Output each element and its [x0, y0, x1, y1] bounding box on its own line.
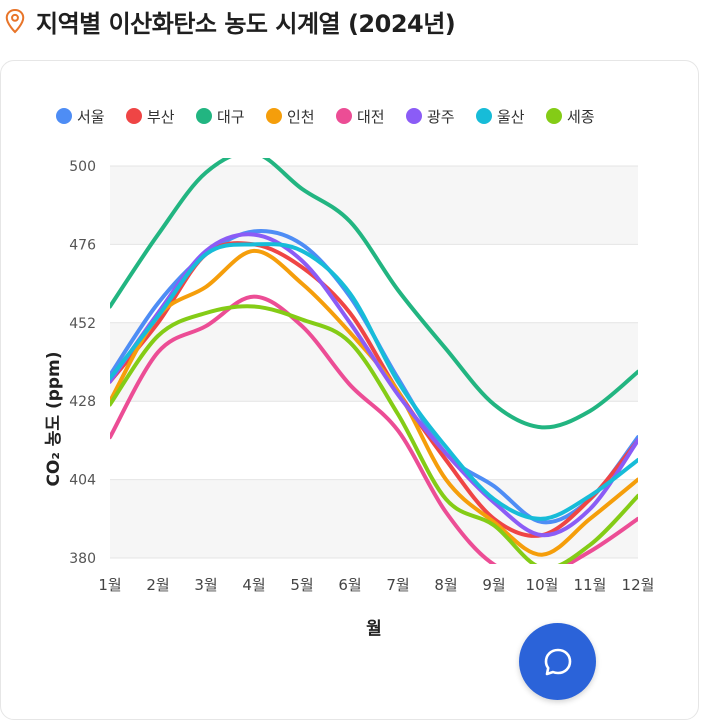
y-tick-label: 500	[69, 159, 96, 175]
legend-item[interactable]: 대전	[336, 108, 385, 126]
x-tick-label: 1월	[98, 576, 121, 594]
legend-label: 울산	[497, 108, 525, 126]
legend-label: 부산	[147, 108, 175, 126]
y-tick-label: 452	[69, 316, 96, 332]
x-tick-label: 3월	[194, 576, 217, 594]
x-tick-label: 10월	[526, 576, 559, 594]
legend-label: 광주	[427, 108, 455, 126]
legend-swatch	[546, 108, 562, 124]
legend-swatch	[266, 108, 282, 124]
y-tick-label: 380	[69, 551, 96, 567]
legend-item[interactable]: 세종	[546, 108, 595, 126]
x-tick-label: 4월	[242, 576, 265, 594]
x-tick-label: 7월	[386, 576, 409, 594]
chat-button[interactable]	[519, 623, 596, 700]
chart-card: 380 404 428 452 476 500 1월 2월 3월 4월 5월 6월 7월 8월 9월 10월…	[0, 60, 699, 720]
legend-item[interactable]: 대구	[196, 108, 245, 126]
legend-item[interactable]: 인천	[266, 108, 315, 126]
header: 지역별 이산화탄소 농도 시계열 (2024년)	[4, 4, 456, 38]
x-tick-label: 8월	[434, 576, 457, 594]
x-tick-label: 2월	[146, 576, 169, 594]
x-axis-label: 월	[366, 619, 382, 639]
location-pin-icon	[5, 8, 25, 34]
legend-item[interactable]: 울산	[476, 108, 525, 126]
legend-swatch	[56, 108, 72, 124]
series-line-대구[interactable]	[110, 152, 638, 430]
x-tick-label: 11월	[574, 576, 607, 594]
legend-label: 대전	[357, 108, 385, 126]
legend-item[interactable]: 부산	[126, 108, 175, 126]
legend-label: 세종	[567, 108, 595, 126]
x-tick-label: 12월	[622, 576, 655, 594]
y-axis-label: CO₂ 농도 (ppm)	[44, 351, 64, 486]
chat-bubble-icon	[544, 648, 571, 675]
legend-label: 서울	[77, 108, 105, 126]
legend-swatch	[406, 108, 422, 124]
y-tick-label: 428	[69, 394, 96, 410]
legend-item[interactable]: 광주	[406, 108, 455, 126]
legend-item[interactable]: 서울	[56, 108, 105, 126]
page-title: 지역별 이산화탄소 농도 시계열 (2024년)	[36, 9, 456, 38]
y-tick-label: 476	[69, 237, 96, 253]
legend-swatch	[126, 108, 142, 124]
legend-swatch	[336, 108, 352, 124]
y-tick-label: 404	[69, 473, 96, 489]
co2-line-chart: 380 404 428 452 476 500 1월 2월 3월 4월 5월 6월 7월 8월 9월 10월…	[44, 108, 655, 639]
series-line-세종[interactable]	[110, 304, 638, 568]
x-tick-label: 5월	[290, 576, 313, 594]
legend-swatch	[196, 108, 212, 124]
legend-label: 대구	[217, 108, 245, 126]
x-tick-label: 9월	[482, 576, 505, 594]
grid-band	[110, 166, 638, 245]
series-line-대전[interactable]	[110, 294, 638, 576]
series-line-울산[interactable]	[110, 242, 638, 521]
legend-swatch	[476, 108, 492, 124]
x-tick-label: 6월	[338, 576, 361, 594]
legend-label: 인천	[287, 108, 315, 126]
